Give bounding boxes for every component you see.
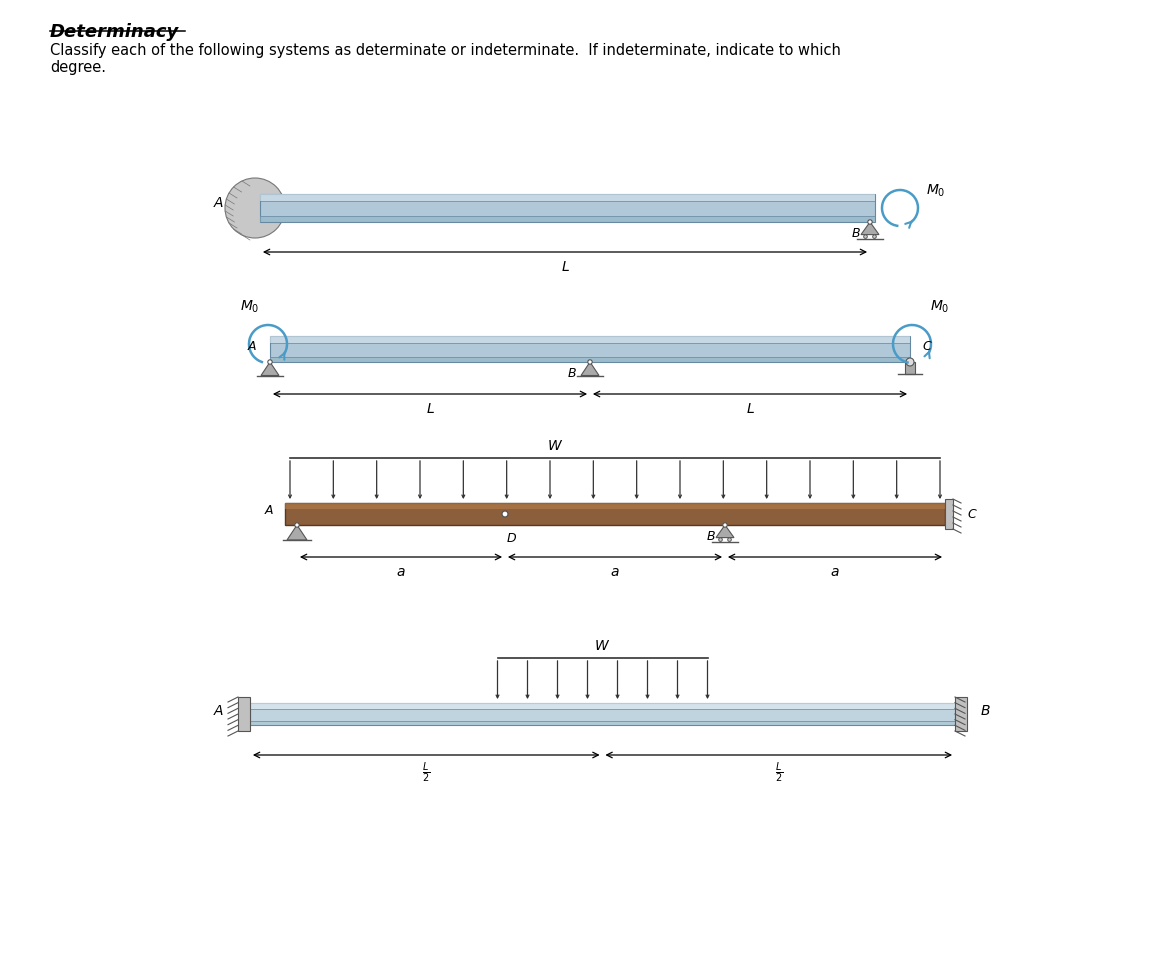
Bar	[260, 194, 875, 223]
Circle shape	[295, 524, 300, 528]
Circle shape	[728, 538, 731, 542]
Text: $a$: $a$	[611, 565, 620, 578]
Text: B: B	[707, 530, 715, 542]
Circle shape	[723, 524, 728, 528]
Bar	[260, 194, 875, 202]
Text: $L$: $L$	[745, 402, 755, 415]
Text: $L$: $L$	[560, 260, 570, 274]
Bar	[260, 217, 875, 223]
Text: $D$: $D$	[505, 531, 517, 544]
Text: C: C	[966, 508, 976, 521]
Bar	[906, 362, 915, 374]
Circle shape	[873, 235, 876, 239]
Bar	[270, 358, 910, 362]
Text: A: A	[213, 195, 222, 210]
Text: C: C	[922, 339, 931, 352]
Bar	[250, 721, 955, 725]
Text: $a$: $a$	[397, 565, 406, 578]
Text: $L$: $L$	[426, 402, 434, 415]
Circle shape	[268, 361, 273, 364]
Text: Classify each of the following systems as determinate or indeterminate.  If inde: Classify each of the following systems a…	[50, 43, 841, 75]
Bar	[955, 698, 966, 731]
Text: Determinacy: Determinacy	[50, 23, 179, 41]
Text: $M_0$: $M_0$	[930, 298, 950, 315]
Bar	[285, 503, 945, 526]
Text: A: A	[248, 339, 256, 352]
Text: B: B	[852, 227, 860, 239]
Bar	[270, 337, 910, 343]
Circle shape	[502, 512, 508, 518]
Polygon shape	[716, 526, 734, 538]
Circle shape	[718, 538, 722, 542]
Text: $\frac{L}{2}$: $\frac{L}{2}$	[422, 760, 431, 785]
Circle shape	[225, 179, 285, 238]
Text: A: A	[213, 703, 222, 717]
Text: $W$: $W$	[546, 439, 563, 452]
Text: $W$: $W$	[594, 638, 611, 653]
Polygon shape	[861, 223, 879, 235]
Bar	[238, 698, 250, 731]
Text: A: A	[264, 504, 274, 517]
Circle shape	[906, 359, 914, 366]
Text: $M_0$: $M_0$	[240, 298, 260, 315]
Text: B: B	[567, 366, 576, 380]
Polygon shape	[261, 362, 278, 376]
Bar	[250, 703, 955, 725]
Text: $M_0$: $M_0$	[925, 183, 945, 198]
Bar	[285, 503, 945, 509]
Text: $\frac{L}{2}$: $\frac{L}{2}$	[775, 760, 783, 785]
Polygon shape	[287, 526, 307, 540]
Text: $a$: $a$	[831, 565, 840, 578]
Bar	[250, 703, 955, 708]
Text: B: B	[980, 703, 990, 717]
Circle shape	[868, 221, 872, 225]
Circle shape	[587, 361, 592, 364]
Bar	[270, 337, 910, 362]
Polygon shape	[581, 362, 599, 376]
Circle shape	[863, 235, 867, 239]
Bar	[945, 499, 954, 530]
